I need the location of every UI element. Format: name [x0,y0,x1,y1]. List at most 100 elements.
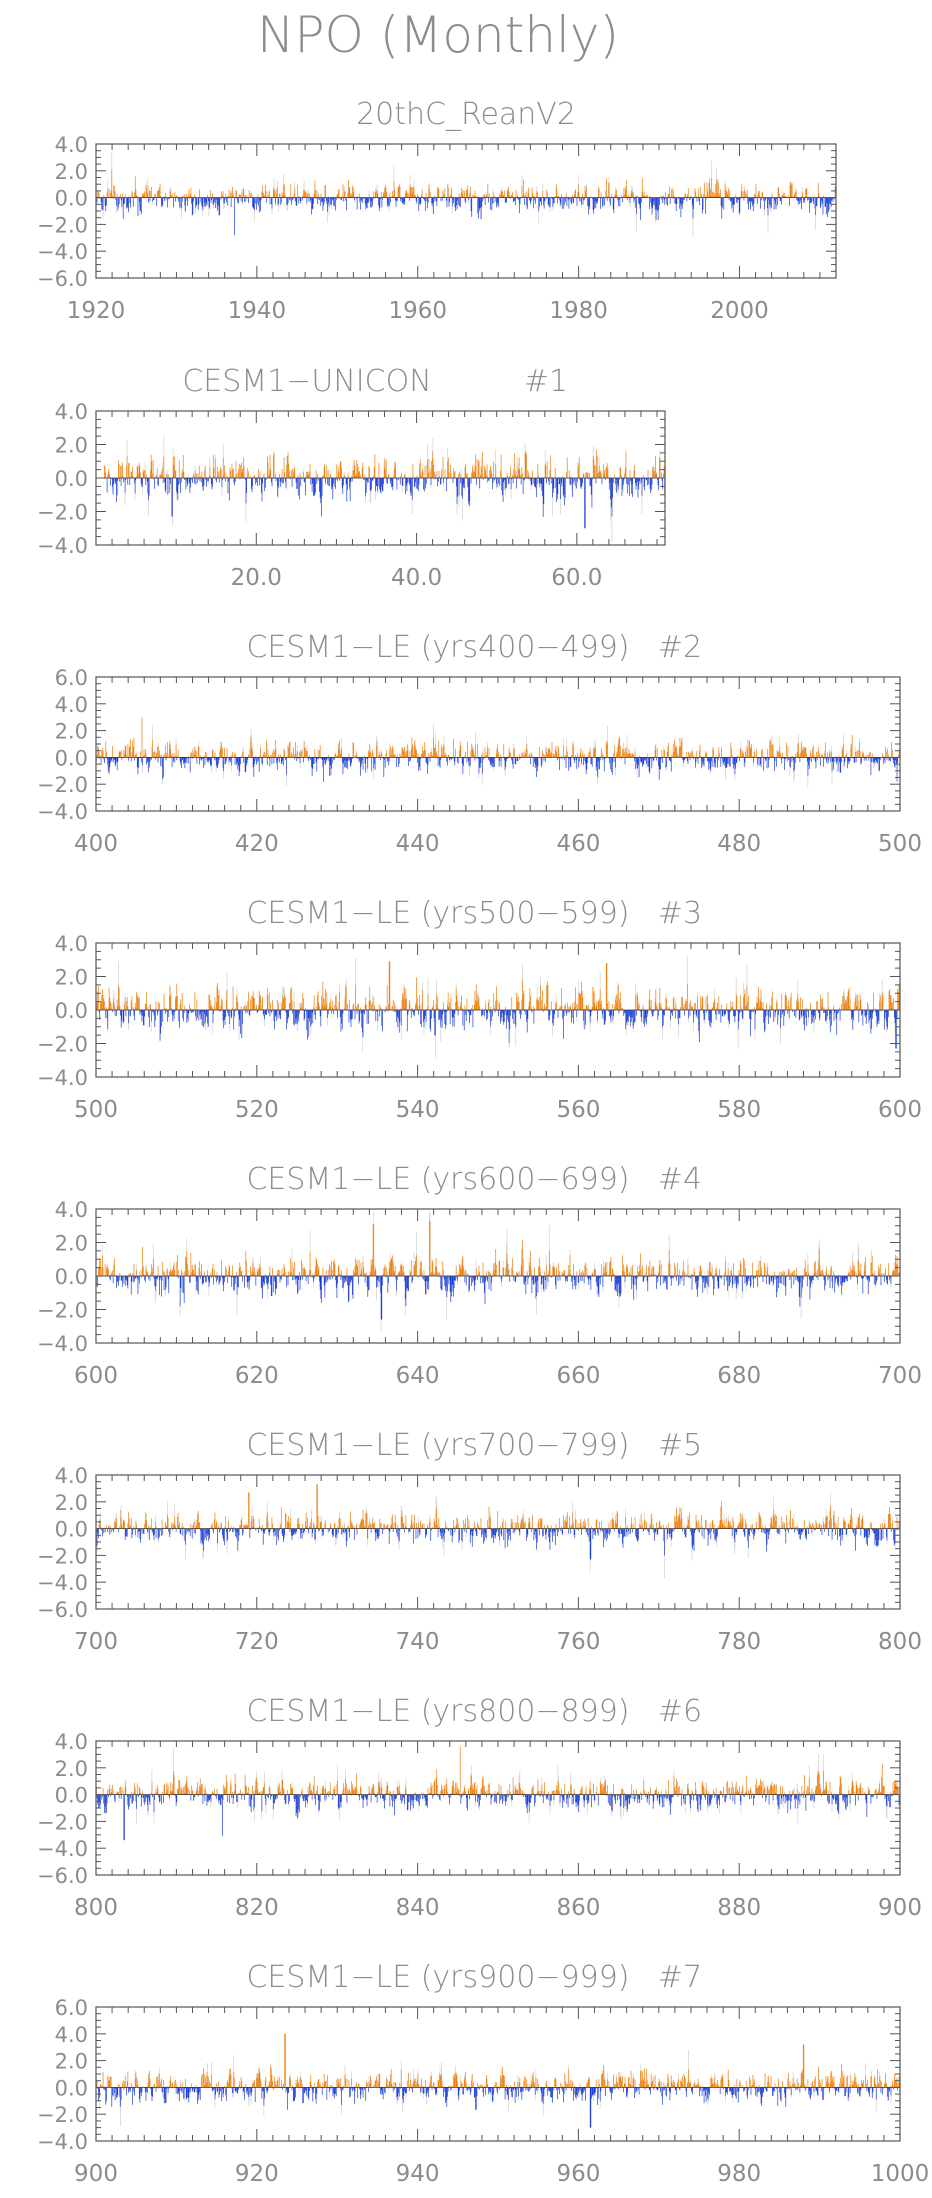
bar [178,1010,179,1021]
bar [633,754,634,757]
bar [618,198,619,206]
bar [520,1010,521,1019]
bar [360,475,361,478]
bar [372,750,373,758]
bar [594,198,595,209]
bar [697,198,698,202]
bar [188,1010,189,1021]
bar [840,757,841,772]
bar [470,187,471,198]
bar [382,478,383,491]
bar [435,474,436,478]
bar [471,472,472,478]
bar [524,194,525,198]
bar [554,1010,555,1014]
bar [640,198,641,209]
bar [287,198,288,206]
bar [754,752,755,758]
bar [268,1010,269,1013]
bar [456,198,457,206]
bar [264,753,265,758]
bar [871,757,872,762]
bar [668,194,669,197]
bar [662,195,663,198]
bar [545,465,546,478]
bar [464,478,465,488]
bar [105,473,106,478]
bar [302,993,303,1010]
bar [695,757,696,767]
bar [596,450,597,478]
bar [322,981,323,1010]
bar [348,473,349,478]
bar [825,742,826,757]
bar [376,478,377,486]
bar [676,745,677,757]
bar [859,743,860,758]
bar [335,478,336,489]
bar [620,198,621,207]
bar [363,757,364,769]
bar [240,757,241,764]
bar [587,198,588,206]
bar [787,757,788,761]
bar [688,188,689,198]
bar [290,742,291,758]
bar [328,478,329,486]
bar [306,751,307,758]
bar [897,757,898,781]
bar [137,757,138,767]
bar [162,198,163,205]
bar [207,757,208,760]
bar [191,188,192,198]
bar [237,998,238,1010]
bar [435,745,436,757]
bar [102,989,103,1010]
bar [212,1007,213,1010]
bar [149,478,150,496]
bar [278,1010,279,1019]
bar [713,192,714,197]
bar [577,198,578,206]
bar [424,1010,425,1027]
bar [403,478,404,486]
bar [574,1001,575,1010]
bar [103,750,104,757]
bar [253,998,254,1010]
bar [193,198,194,201]
bar [196,478,197,485]
bar [622,478,623,496]
bar [601,1004,602,1010]
bar [586,1005,587,1010]
bar [471,198,472,217]
bar [487,1010,488,1019]
bar [298,198,299,204]
bar [820,198,821,209]
bar [257,757,258,762]
bar [562,198,563,209]
bar [129,746,130,757]
bar [813,198,814,204]
bar [521,1010,522,1015]
bar [597,1001,598,1010]
bar [410,1004,411,1010]
bar [325,757,326,763]
bar [339,992,340,1010]
bar [212,750,213,757]
bar [418,478,419,491]
bar [143,470,144,478]
bar [542,191,543,198]
bar [597,198,598,202]
bar [423,751,424,757]
bar [782,753,783,758]
bar [555,1003,556,1010]
bar [221,1005,222,1010]
bar [518,996,519,1010]
bar [613,198,614,214]
bar [234,198,235,236]
bar [544,1007,545,1010]
bar [495,1001,496,1010]
bar [178,478,179,500]
bar [767,749,768,757]
bar [642,178,643,197]
